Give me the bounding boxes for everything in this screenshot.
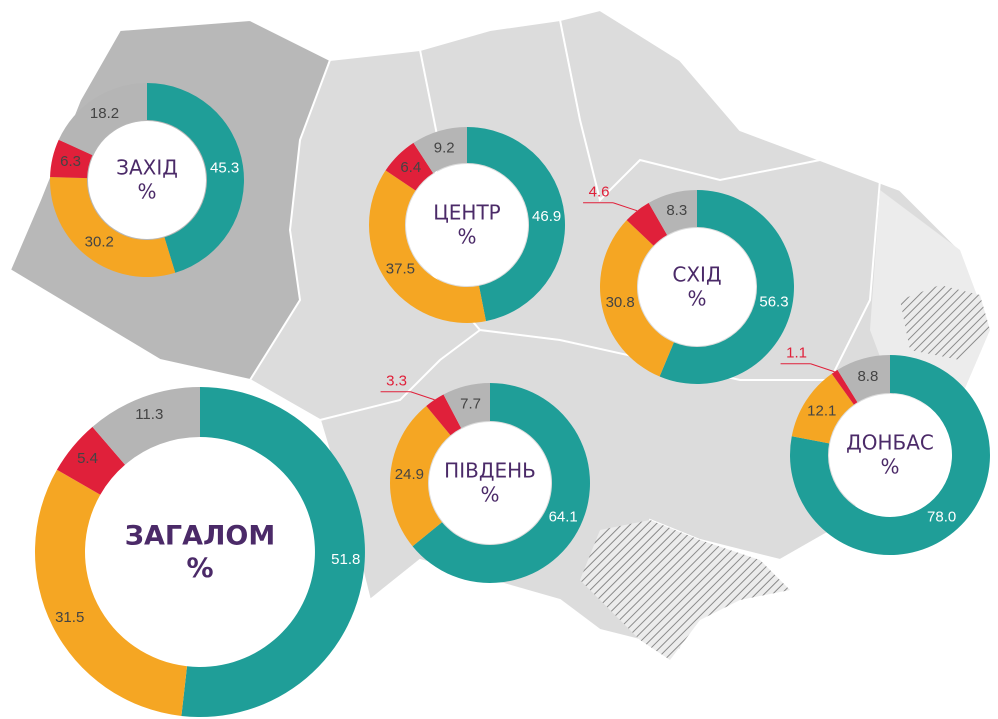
donut-segment: [181, 387, 365, 717]
donut-segment: [626, 202, 668, 246]
value-label: 6.4: [400, 159, 421, 176]
donut-segment: [92, 387, 200, 465]
donut-charts: 45.3 30.2 6.3 18.2 ЗАХІД% 46.9 37.5 6.4 9.2 ЦЕНТР…: [34, 83, 990, 717]
donut-hole: [829, 394, 951, 516]
value-label: 51.8: [331, 551, 360, 568]
donut-title: ЗАГАЛОМ: [125, 521, 275, 552]
donut-hole: [429, 422, 551, 544]
donut-segment: [600, 220, 674, 377]
value-label: 64.1: [549, 509, 578, 526]
donut-title: СХІД: [672, 263, 721, 287]
value-label: 30.2: [85, 233, 114, 250]
value-label: 24.9: [395, 466, 424, 483]
value-label: 18.2: [90, 105, 119, 122]
value-label: 8.8: [857, 368, 878, 385]
value-label: 37.5: [386, 260, 415, 277]
map-border: [319, 329, 481, 421]
donut-title: ДОНБАС: [846, 431, 934, 455]
crimea-hatch: [580, 520, 790, 660]
donut-segment: [659, 190, 794, 384]
donut-center-label: %: [480, 483, 499, 507]
map-border: [829, 179, 881, 381]
leader-line: [810, 363, 835, 373]
value-label: 78.0: [927, 508, 956, 525]
donut-hole: [86, 438, 314, 666]
donut-center-label: %: [186, 553, 213, 584]
donut-segment: [467, 127, 566, 322]
value-label: 1.1: [786, 345, 807, 362]
value-label: 45.3: [210, 159, 239, 176]
donut-segment: [368, 170, 486, 324]
value-label: 12.1: [807, 402, 836, 419]
value-label: 5.4: [77, 450, 98, 467]
donut-segment: [390, 405, 451, 547]
value-label: 9.2: [434, 139, 455, 156]
donut-segment: [443, 383, 490, 429]
donut-title: ЗАХІД: [116, 156, 178, 180]
donut-segment: [831, 369, 858, 405]
donut-segment: [789, 355, 990, 555]
donut-hole: [88, 121, 206, 239]
leader-line: [612, 202, 638, 212]
value-label: 3.3: [386, 373, 407, 390]
donut-segment: [791, 373, 854, 444]
donut-hole: [406, 164, 528, 286]
value-label: 30.8: [606, 294, 635, 311]
donut-segment: [837, 355, 890, 403]
map-border: [559, 19, 821, 202]
donut-segment: [426, 394, 462, 436]
donut-segment: [648, 190, 697, 235]
value-label: 4.6: [589, 184, 610, 201]
donut-segment: [413, 127, 467, 174]
value-label: 46.9: [532, 208, 561, 225]
value-label: 6.3: [60, 153, 81, 170]
donut-segment: [412, 383, 590, 584]
value-label: 7.7: [460, 395, 481, 412]
donut-segment: [58, 83, 147, 156]
donut-segment: [56, 426, 126, 495]
donut-segment: [34, 469, 188, 716]
value-label: 11.3: [135, 406, 163, 423]
donut-segment: [50, 176, 176, 277]
donut-hole: [638, 228, 756, 346]
donut-segment: [50, 139, 93, 179]
donut-segment: [147, 83, 244, 273]
donut-center-label: %: [880, 455, 899, 479]
donbas-hatch: [900, 285, 990, 360]
leader-line: [410, 391, 435, 401]
value-label: 31.5: [55, 609, 84, 626]
donut-segment: [385, 142, 434, 191]
value-label: 8.3: [666, 202, 687, 219]
value-label: 56.3: [759, 293, 788, 310]
donut-center-label: %: [457, 225, 476, 249]
donut-title: ЦЕНТР: [433, 201, 500, 225]
donut-center-label: %: [687, 287, 706, 311]
donut-center-label: %: [137, 180, 156, 204]
donut-title: ПІВДЕНЬ: [444, 459, 536, 483]
